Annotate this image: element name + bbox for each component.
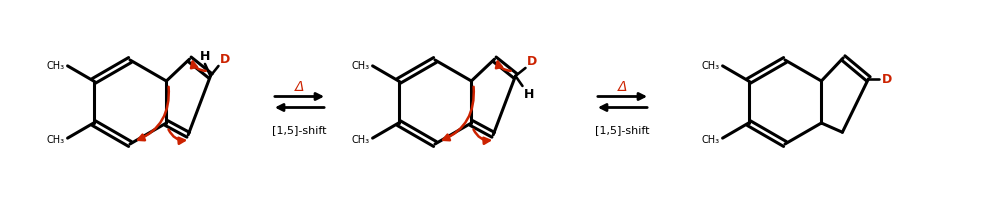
Text: H: H bbox=[523, 88, 534, 101]
Text: [1,5]-shift: [1,5]-shift bbox=[272, 124, 327, 134]
Text: CH₃: CH₃ bbox=[351, 61, 370, 70]
Text: CH₃: CH₃ bbox=[701, 61, 720, 70]
Text: CH₃: CH₃ bbox=[46, 61, 65, 70]
Text: D: D bbox=[526, 55, 537, 68]
Text: Δ: Δ bbox=[618, 80, 627, 94]
Text: CH₃: CH₃ bbox=[351, 135, 370, 144]
Text: Δ: Δ bbox=[295, 80, 304, 94]
Text: D: D bbox=[881, 73, 892, 85]
Text: CH₃: CH₃ bbox=[701, 135, 720, 144]
Text: D: D bbox=[219, 53, 230, 66]
Text: [1,5]-shift: [1,5]-shift bbox=[595, 124, 650, 134]
Text: H: H bbox=[200, 50, 210, 63]
Text: CH₃: CH₃ bbox=[46, 135, 65, 144]
